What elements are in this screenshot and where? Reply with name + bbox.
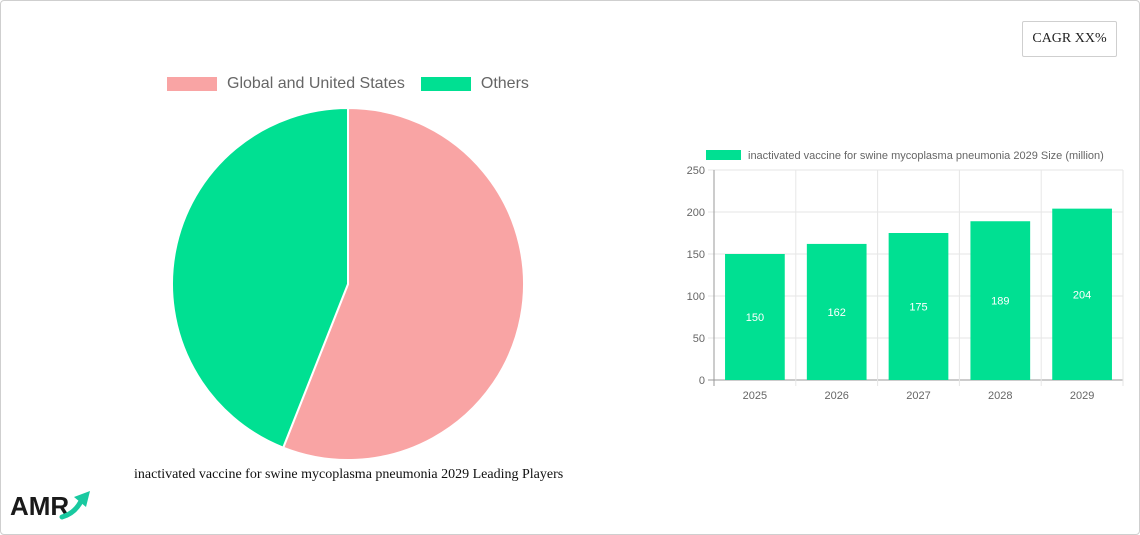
pie-legend-swatch-others <box>420 77 471 91</box>
pie-legend-label-others: Others <box>480 75 529 92</box>
logo-text: AMR <box>10 491 69 521</box>
x-tick-label: 2026 <box>824 390 848 402</box>
x-tick-label: 2025 <box>743 390 767 402</box>
bar-2027[interactable] <box>888 233 949 380</box>
cagr-badge: CAGR XX% <box>1022 21 1117 57</box>
y-tick-label: 250 <box>687 165 705 177</box>
bar-value-label: 175 <box>909 302 927 314</box>
bar-value-label: 162 <box>828 307 846 319</box>
x-tick-label: 2028 <box>988 390 1012 402</box>
y-tick-label: 50 <box>693 333 705 345</box>
pie-legend-label-global: Global and United States <box>227 75 405 92</box>
amr-logo: AMR <box>10 491 90 521</box>
pie-chart-title: inactivated vaccine for swine mycoplasma… <box>134 467 564 482</box>
y-tick-label: 0 <box>699 375 705 387</box>
bar-2025[interactable] <box>725 254 785 380</box>
bar-value-label: 204 <box>1073 289 1091 301</box>
bar-chart: inactivated vaccine for swine mycoplasma… <box>687 150 1124 402</box>
arrow-up-right-icon <box>59 491 90 520</box>
x-tick-label: 2027 <box>906 390 930 402</box>
pie-chart <box>171 106 525 461</box>
bar-2026[interactable] <box>806 243 867 380</box>
y-tick-label: 150 <box>687 249 705 261</box>
bar-legend-swatch <box>706 150 741 160</box>
pie-legend-item-global[interactable]: Global and United States <box>167 75 405 93</box>
pie-legend: Global and United States Others <box>167 75 545 93</box>
bar-2028[interactable] <box>970 221 1031 380</box>
bar-value-label: 189 <box>991 296 1009 308</box>
pie-slice-others[interactable] <box>171 106 349 449</box>
bar-legend[interactable]: inactivated vaccine for swine mycoplasma… <box>706 150 1104 162</box>
x-tick-label: 2029 <box>1070 390 1094 402</box>
bar-legend-label: inactivated vaccine for swine mycoplasma… <box>748 150 1104 162</box>
y-tick-label: 100 <box>687 291 705 303</box>
pie-slice-global-and-united-states[interactable] <box>281 106 525 461</box>
bar-2029[interactable] <box>1052 208 1112 380</box>
pie-legend-swatch-global <box>167 77 217 91</box>
y-tick-label: 200 <box>687 207 705 219</box>
pie-legend-item-others[interactable]: Others <box>420 75 529 93</box>
bar-value-label: 150 <box>746 312 764 324</box>
